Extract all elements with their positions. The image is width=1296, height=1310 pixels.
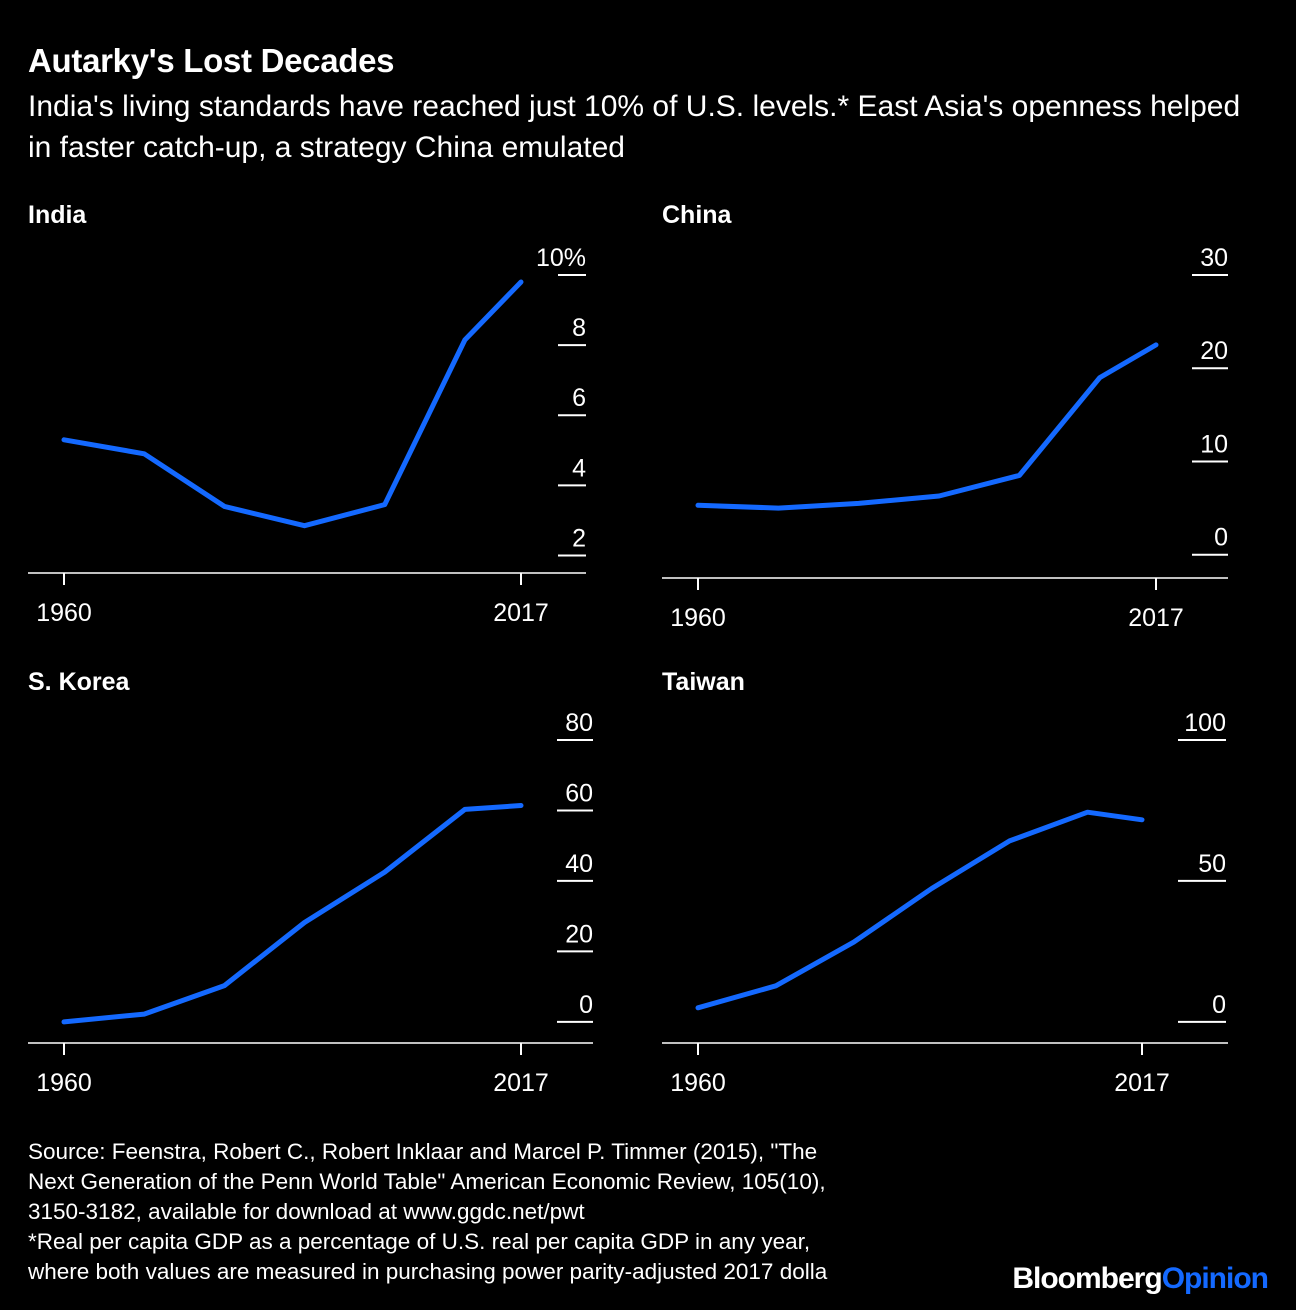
bloomberg-opinion-logo: BloombergOpinion (1012, 1262, 1269, 1296)
source-line: Source: Feenstra, Robert C., Robert Inkl… (28, 1139, 818, 1164)
series-line (695, 342, 1159, 511)
chart-title: Autarky's Lost Decades (28, 42, 395, 79)
x-tick-label: 1960 (670, 1069, 726, 1097)
series-line (61, 279, 524, 529)
source-line: Next Generation of the Penn World Table"… (28, 1169, 826, 1194)
x-tick-label: 2017 (1114, 1069, 1170, 1097)
chart-subtitle: India's living standards have reached ju… (28, 90, 1241, 164)
y-tick-label: 10% (536, 244, 586, 272)
x-tick-label: 2017 (1128, 604, 1184, 632)
footnote-line: where both values are measured in purcha… (28, 1259, 828, 1284)
y-tick-label: 40 (565, 850, 593, 878)
brand-bloomberg: Bloomberg (1012, 1262, 1162, 1295)
panel-title: China (662, 201, 733, 229)
x-tick-label: 1960 (36, 1069, 92, 1097)
x-tick-label: 2017 (493, 1069, 549, 1097)
y-tick-label: 6 (572, 384, 586, 412)
y-tick-label: 0 (1214, 524, 1228, 552)
y-tick-label: 20 (1200, 337, 1228, 365)
y-tick-label: 80 (565, 709, 593, 737)
panel-title: India (28, 201, 87, 229)
y-tick-label: 0 (1212, 991, 1226, 1019)
panel-title: Taiwan (662, 668, 745, 696)
series-line (695, 809, 1145, 1011)
source-note: Source: Feenstra, Robert C., Robert Inkl… (28, 1137, 988, 1287)
y-tick-label: 60 (565, 779, 593, 807)
x-tick-label: 2017 (493, 599, 549, 627)
footnote-line: *Real per capita GDP as a percentage of … (28, 1229, 811, 1254)
y-tick-label: 0 (579, 991, 593, 1019)
series-line (61, 803, 524, 1025)
y-tick-label: 50 (1198, 850, 1226, 878)
y-tick-label: 100 (1184, 709, 1226, 737)
y-tick-label: 4 (572, 454, 586, 482)
panel-title: S. Korea (28, 668, 131, 696)
x-tick-label: 1960 (36, 599, 92, 627)
y-tick-label: 8 (572, 314, 586, 342)
y-tick-label: 10 (1200, 430, 1228, 458)
source-line: 3150-3182, available for download at www… (28, 1199, 585, 1224)
x-tick-label: 1960 (670, 604, 726, 632)
y-tick-label: 20 (565, 920, 593, 948)
brand-opinion: Opinion (1161, 1262, 1269, 1295)
y-tick-label: 30 (1200, 244, 1228, 272)
y-tick-label: 2 (572, 524, 586, 552)
